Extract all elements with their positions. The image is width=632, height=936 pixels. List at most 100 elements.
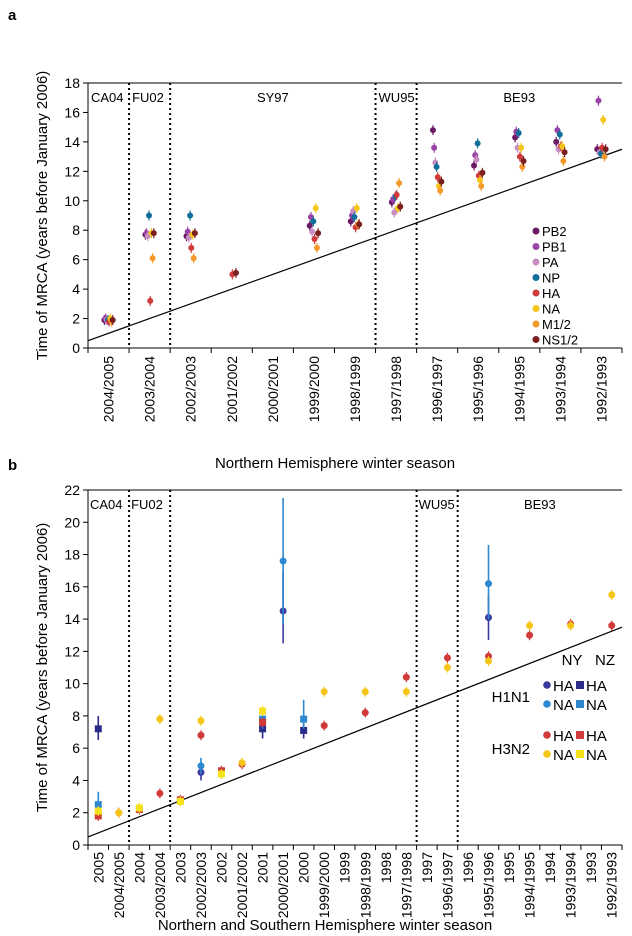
pb-category-label: 1999/2000 xyxy=(316,852,332,918)
pb-category-label: 2004 xyxy=(131,852,147,883)
pb-y-tick-label: 18 xyxy=(64,547,80,563)
pa-y-tick-label: 18 xyxy=(64,75,80,91)
pb-region-label-be93: BE93 xyxy=(524,497,556,512)
pb-data-point xyxy=(197,731,205,739)
pb-data-point xyxy=(361,709,369,717)
pb-data-square xyxy=(259,707,267,715)
pa-data-point xyxy=(109,317,116,324)
pa-region-label-be93: BE93 xyxy=(503,90,535,105)
pa-y-tick-label: 14 xyxy=(64,134,80,150)
pa-data-point xyxy=(561,149,568,156)
pa-legend-label: NS1/2 xyxy=(542,333,578,348)
pb-category-label: 1994 xyxy=(542,852,558,883)
pa-data-point xyxy=(553,138,560,145)
pa-y-tick-label: 2 xyxy=(72,311,80,327)
pa-legend-marker xyxy=(532,274,540,281)
pa-data-point xyxy=(473,156,480,163)
pa-data-point xyxy=(429,127,436,134)
pa-region-label-wu95: WU95 xyxy=(379,90,415,105)
pa-legend-marker xyxy=(532,305,540,312)
pa-legend-label: NA xyxy=(542,302,560,317)
pb-data-point xyxy=(402,688,410,696)
pb-category-label: 2000 xyxy=(296,852,312,883)
pa-category-label: 1993/1994 xyxy=(552,356,568,422)
pa-data-point xyxy=(519,163,526,170)
pb-data-square xyxy=(300,726,308,734)
pb-legend-label: HA xyxy=(553,678,574,695)
panel-a-label: a xyxy=(8,7,17,24)
pb-category-label: 1997/1998 xyxy=(398,852,414,918)
pb-x-axis-title: Northern and Southern Hemisphere winter … xyxy=(158,917,492,934)
pb-category-label: 2002/2003 xyxy=(193,852,209,918)
pb-reference-line xyxy=(87,626,623,838)
pb-data-square xyxy=(94,807,102,815)
pa-data-point xyxy=(146,212,153,219)
pb-y-tick-label: 4 xyxy=(72,772,80,788)
pb-category-label: 2000/2001 xyxy=(275,852,291,918)
pa-reference-line xyxy=(87,148,623,342)
pb-category-label: 1996/1997 xyxy=(439,852,455,918)
pb-legend-label: HA xyxy=(586,728,607,745)
pb-category-label: 1993/1994 xyxy=(563,852,579,918)
pb-y-tick-label: 22 xyxy=(64,482,80,498)
pb-y-tick-label: 20 xyxy=(64,514,80,530)
pb-data-point xyxy=(485,657,492,665)
pb-category-label: 1996 xyxy=(460,852,476,883)
pb-data-point xyxy=(526,631,534,639)
pb-category-label: 2004/2005 xyxy=(111,852,127,918)
pa-data-point xyxy=(478,183,485,190)
pa-y-tick-label: 12 xyxy=(64,163,80,179)
pa-data-point xyxy=(150,230,157,237)
pb-y-tick-label: 6 xyxy=(72,740,80,756)
pb-category-label: 2005 xyxy=(90,852,106,883)
pb-y-tick-label: 16 xyxy=(64,579,80,595)
pb-legend-marker xyxy=(543,700,551,708)
pa-category-label: 1996/1997 xyxy=(429,356,445,422)
pb-data-point xyxy=(156,789,164,797)
pa-legend-marker xyxy=(532,258,540,266)
pa-data-point xyxy=(471,162,478,169)
pa-legend-marker xyxy=(532,243,540,250)
pa-y-tick-label: 4 xyxy=(72,281,80,297)
pa-data-point xyxy=(393,191,400,198)
pb-category-label: 1995 xyxy=(501,852,517,883)
pb-data-square xyxy=(176,797,184,805)
pa-y-tick-label: 0 xyxy=(72,340,80,356)
pa-y-tick-label: 10 xyxy=(64,193,80,209)
pa-data-point xyxy=(602,146,609,153)
pa-data-point xyxy=(353,205,360,212)
pb-data-point xyxy=(608,591,616,599)
panel-b-chart: 0 2 4 6 8 10 12 14 16 18 20 22 2005 2004/2005 2004 2003… xyxy=(34,482,623,934)
pa-region-label-fu02: FU02 xyxy=(132,90,164,105)
pa-data-point xyxy=(307,213,314,220)
pb-category-label: 2001 xyxy=(255,852,271,883)
pb-data-square xyxy=(218,770,225,778)
pb-data-square xyxy=(259,718,267,726)
pa-data-point xyxy=(560,158,567,165)
pb-data-point xyxy=(567,622,575,630)
pb-region-label-fu02: FU02 xyxy=(131,497,163,512)
pa-data-point xyxy=(437,187,444,194)
pb-data-point xyxy=(443,654,451,662)
pb-data-point xyxy=(526,622,534,630)
pb-legend-label: HA xyxy=(553,728,574,745)
pa-data-point xyxy=(397,203,404,210)
pa-data-point xyxy=(391,209,398,216)
pb-data-point xyxy=(238,759,246,767)
pa-legend-label: PB2 xyxy=(542,224,567,239)
pb-data-point xyxy=(608,622,616,630)
pa-category-label: 1995/1996 xyxy=(470,356,486,422)
pb-data-point xyxy=(279,557,287,565)
pb-legend-marker xyxy=(543,750,551,758)
pb-data-point xyxy=(197,717,205,725)
pa-data-point xyxy=(556,131,563,138)
pa-legend-marker xyxy=(532,336,540,343)
pa-data-point xyxy=(595,97,602,104)
pb-y-tick-label: 8 xyxy=(72,708,80,724)
pa-data-point xyxy=(310,218,317,225)
pa-y-axis-title: Time of MRCA (years before January 2006) xyxy=(34,71,51,361)
pa-data-point xyxy=(232,269,239,276)
pa-data-point xyxy=(518,144,525,151)
pb-data-square xyxy=(135,804,143,812)
